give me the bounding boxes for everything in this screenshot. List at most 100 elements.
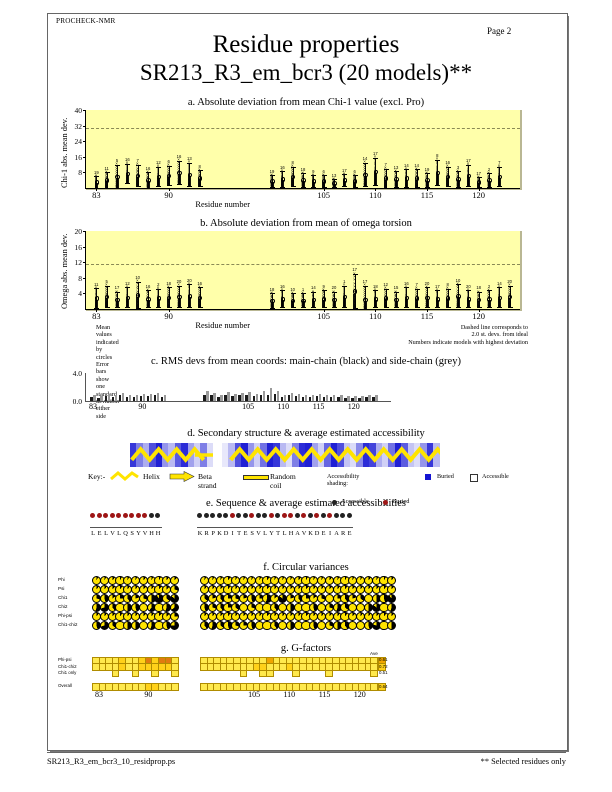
panelA-error-cap bbox=[177, 184, 182, 185]
panel-g-cell bbox=[131, 669, 140, 678]
panelB-model-marker: × bbox=[352, 280, 356, 286]
panelA-error-cap bbox=[280, 187, 286, 188]
panelB-model-marker: × bbox=[197, 289, 201, 295]
panelA-model-marker: × bbox=[125, 167, 129, 173]
panelB-error-cap bbox=[445, 307, 451, 309]
panelB-model-marker: × bbox=[456, 280, 459, 286]
panelA-dense-cluster bbox=[187, 176, 191, 187]
panelB-error-cap bbox=[146, 307, 151, 309]
panelA-model-marker: × bbox=[166, 164, 170, 170]
panelA-error-cap bbox=[166, 185, 172, 186]
panelB-model-marker: × bbox=[476, 294, 480, 300]
panelA-ytick-mark bbox=[83, 141, 86, 143]
panel-f-variance-pie bbox=[387, 594, 397, 604]
panelB-model-marker: × bbox=[104, 288, 108, 294]
panelA-model-marker: × bbox=[135, 165, 139, 171]
panelA-mean-circle bbox=[456, 177, 461, 183]
panelA-model-number: 6 bbox=[167, 159, 170, 165]
panelB-error-cap bbox=[177, 307, 182, 309]
panel-f-variance-pie bbox=[387, 612, 397, 622]
panelB-model-marker: × bbox=[115, 291, 118, 297]
panelA-model-marker: × bbox=[146, 170, 149, 176]
panel-f-variance-pie bbox=[387, 576, 397, 586]
panelB-model-marker: × bbox=[507, 288, 511, 294]
panel-d-helix-icon bbox=[130, 446, 214, 463]
panelA-dense-cluster bbox=[167, 176, 171, 186]
panelA-error-cap bbox=[456, 187, 461, 188]
panel-c-xtick: 105 bbox=[242, 402, 255, 411]
panelB-model-marker: × bbox=[187, 283, 191, 289]
panelB-model-number: 20 bbox=[331, 285, 337, 291]
panelA-model-number: 12 bbox=[155, 160, 161, 166]
panelB-error-cap bbox=[373, 307, 379, 309]
panelA-error-cap bbox=[352, 175, 358, 176]
panelB-model-marker: × bbox=[115, 288, 118, 294]
panelB-error-cap bbox=[425, 307, 430, 309]
panelB-error-cap bbox=[197, 287, 203, 288]
panelA-model-number: 7 bbox=[498, 160, 501, 166]
panel-e-residue-letter: R bbox=[204, 530, 210, 537]
panelB-model-marker: × bbox=[435, 286, 439, 292]
panel-f-row-label: Phi-psi bbox=[58, 612, 73, 618]
panelB-model-marker: × bbox=[146, 293, 149, 299]
panelB-model-marker: × bbox=[197, 287, 201, 293]
panel-f-row-label: Chi1 bbox=[58, 594, 68, 600]
panel-c-bar-side bbox=[227, 391, 230, 401]
panelA-error-cap bbox=[352, 187, 358, 188]
panelB-model-number: 17 bbox=[362, 279, 368, 285]
panelA-mean-circle bbox=[414, 176, 420, 182]
panelA-mean-circle bbox=[332, 181, 337, 186]
panelA-dense-cluster bbox=[435, 174, 439, 186]
panelA-model-marker: × bbox=[94, 174, 98, 180]
panelB-model-marker: × bbox=[425, 291, 428, 297]
panelA-error-cap bbox=[197, 186, 203, 187]
panelA-model-marker: × bbox=[94, 176, 98, 182]
panelA-error-cap bbox=[135, 164, 141, 166]
panelA-model-marker: × bbox=[187, 164, 191, 169]
panelB-error-cap bbox=[135, 308, 141, 309]
panelA-model-number: 18 bbox=[300, 166, 306, 172]
panelA-dense-cluster bbox=[322, 182, 326, 188]
accessible-swatch bbox=[470, 474, 478, 482]
panelB-model-marker: × bbox=[435, 293, 439, 299]
panel-e-residue-letter: T bbox=[276, 530, 281, 537]
panelA-error-cap bbox=[373, 157, 379, 159]
panelA-dense-cluster bbox=[487, 181, 491, 188]
panelB-mean-circle bbox=[94, 296, 100, 301]
panelB-model-marker: × bbox=[466, 290, 470, 296]
panelB-xtick-mark bbox=[427, 309, 428, 312]
panelB-model-marker: × bbox=[135, 281, 139, 287]
panelA-mean-circle bbox=[270, 179, 275, 184]
panelA-model-marker: × bbox=[290, 163, 294, 169]
panel-f-variance-pie bbox=[170, 603, 180, 613]
panelA-model-marker: × bbox=[394, 169, 397, 175]
panelB-error-cap bbox=[445, 288, 451, 290]
panel-c-bar-main bbox=[280, 396, 284, 401]
panelB-model-marker: × bbox=[476, 293, 480, 299]
panelB-model-marker: × bbox=[383, 287, 387, 293]
panelA-model-marker: × bbox=[321, 176, 325, 182]
panelA-xtick-mark bbox=[96, 188, 98, 191]
panelA-model-marker: × bbox=[280, 169, 284, 175]
panelB-model-marker: × bbox=[94, 287, 98, 292]
panelB-mean-circle bbox=[342, 294, 348, 300]
panelA-model-marker: × bbox=[466, 167, 470, 173]
panelA-model-marker: × bbox=[125, 164, 129, 170]
panelA-xtick: 120 bbox=[472, 190, 486, 200]
panelA-dense-cluster bbox=[301, 181, 305, 188]
panelB-error-cap bbox=[414, 307, 420, 309]
panel-c-bar-main bbox=[330, 396, 333, 401]
panelA-model-marker: × bbox=[394, 171, 397, 177]
panelA-dense-cluster bbox=[280, 180, 284, 188]
panelB-mean-circle bbox=[135, 293, 141, 298]
panelA-ytick: 8 bbox=[78, 168, 82, 178]
panelB-model-marker: × bbox=[352, 277, 356, 283]
panel-d-accessibility-cell bbox=[254, 443, 261, 467]
panelA-model-marker: × bbox=[383, 167, 387, 173]
panelB-error-cap bbox=[301, 293, 306, 294]
panel-c-ytick: 0.0 bbox=[72, 397, 82, 406]
panelA-mean-circle bbox=[497, 174, 503, 180]
panelA-model-marker: × bbox=[311, 172, 315, 178]
panel-e-residue-letter: K bbox=[197, 530, 203, 537]
panelA-dense-cluster bbox=[125, 174, 129, 184]
